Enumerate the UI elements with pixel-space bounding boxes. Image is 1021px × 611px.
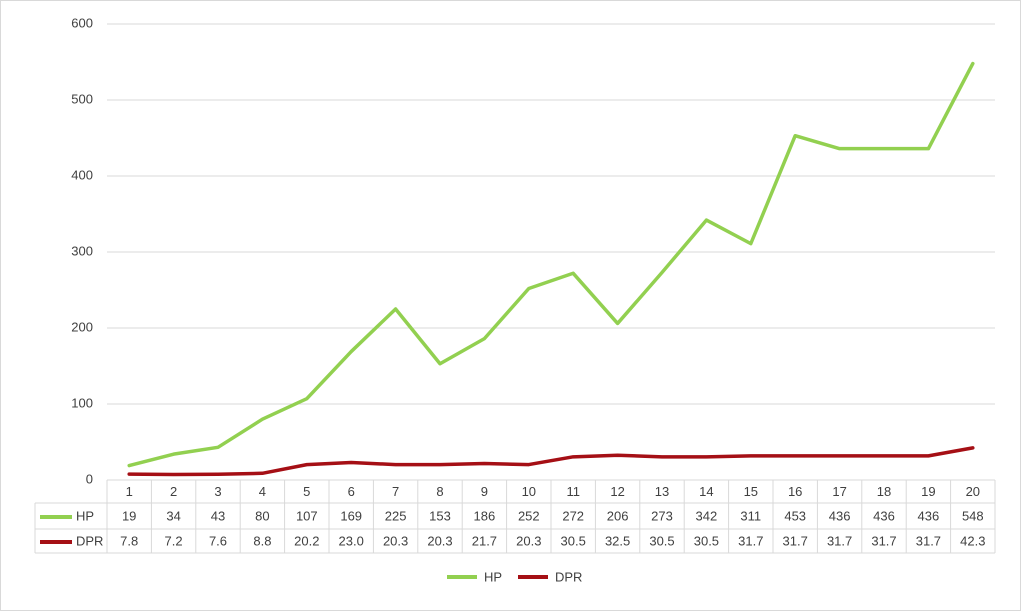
x-tick-label: 16 bbox=[788, 484, 802, 499]
table-value: 436 bbox=[873, 508, 895, 523]
legend-label: HP bbox=[484, 569, 502, 584]
x-tick-label: 6 bbox=[348, 484, 355, 499]
table-value: 23.0 bbox=[339, 533, 364, 548]
x-tick-label: 13 bbox=[655, 484, 669, 499]
legend-label: DPR bbox=[555, 569, 582, 584]
table-value: 19 bbox=[122, 508, 136, 523]
x-tick-label: 18 bbox=[877, 484, 891, 499]
table-value: 272 bbox=[562, 508, 584, 523]
y-tick-label: 100 bbox=[71, 395, 93, 410]
table-value: 31.7 bbox=[738, 533, 763, 548]
x-tick-label: 15 bbox=[744, 484, 758, 499]
table-value: 30.5 bbox=[561, 533, 586, 548]
table-value: 436 bbox=[918, 508, 940, 523]
table-value: 30.5 bbox=[649, 533, 674, 548]
table-value: 273 bbox=[651, 508, 673, 523]
table-value: 31.7 bbox=[827, 533, 852, 548]
table-value: 436 bbox=[829, 508, 851, 523]
y-tick-label: 0 bbox=[86, 471, 93, 486]
table-value: 7.6 bbox=[209, 533, 227, 548]
x-tick-label: 12 bbox=[610, 484, 624, 499]
x-tick-label: 20 bbox=[966, 484, 980, 499]
table-value: 107 bbox=[296, 508, 318, 523]
table-value: 7.8 bbox=[120, 533, 138, 548]
y-tick-label: 200 bbox=[71, 319, 93, 334]
x-tick-label: 9 bbox=[481, 484, 488, 499]
x-tick-label: 10 bbox=[522, 484, 536, 499]
table-value: 42.3 bbox=[960, 533, 985, 548]
x-tick-label: 19 bbox=[921, 484, 935, 499]
y-tick-label: 500 bbox=[71, 91, 93, 106]
x-tick-label: 4 bbox=[259, 484, 266, 499]
table-value: 31.7 bbox=[783, 533, 808, 548]
x-tick-label: 7 bbox=[392, 484, 399, 499]
table-value: 20.3 bbox=[427, 533, 452, 548]
table-value: 20.3 bbox=[383, 533, 408, 548]
x-tick-label: 8 bbox=[436, 484, 443, 499]
y-tick-label: 400 bbox=[71, 167, 93, 182]
table-value: 34 bbox=[166, 508, 180, 523]
line bbox=[127, 61, 975, 468]
table-value: 7.2 bbox=[165, 533, 183, 548]
table-value: 206 bbox=[607, 508, 629, 523]
y-tick-label: 600 bbox=[71, 15, 93, 30]
table-value: 20.2 bbox=[294, 533, 319, 548]
x-tick-label: 5 bbox=[303, 484, 310, 499]
table-value: 21.7 bbox=[472, 533, 497, 548]
table-value: 453 bbox=[784, 508, 806, 523]
table-value: 32.5 bbox=[605, 533, 630, 548]
y-tick-label: 300 bbox=[71, 243, 93, 258]
legend-label: HP bbox=[76, 508, 94, 523]
table-value: 80 bbox=[255, 508, 269, 523]
x-tick-label: 17 bbox=[832, 484, 846, 499]
table-value: 342 bbox=[696, 508, 718, 523]
table-value: 31.7 bbox=[871, 533, 896, 548]
table-value: 311 bbox=[740, 508, 761, 523]
table-value: 43 bbox=[211, 508, 225, 523]
table-value: 252 bbox=[518, 508, 540, 523]
x-tick-label: 2 bbox=[170, 484, 177, 499]
x-tick-label: 11 bbox=[566, 484, 580, 499]
x-tick-label: 3 bbox=[214, 484, 221, 499]
legend-label: DPR bbox=[76, 533, 103, 548]
table-value: 186 bbox=[474, 508, 496, 523]
line bbox=[127, 446, 975, 477]
table-value: 153 bbox=[429, 508, 451, 523]
table-value: 8.8 bbox=[253, 533, 271, 548]
x-tick-label: 14 bbox=[699, 484, 713, 499]
table-value: 30.5 bbox=[694, 533, 719, 548]
table-value: 548 bbox=[962, 508, 984, 523]
table-value: 169 bbox=[340, 508, 362, 523]
table-value: 20.3 bbox=[516, 533, 541, 548]
table-value: 31.7 bbox=[916, 533, 941, 548]
x-tick-label: 1 bbox=[126, 484, 133, 499]
table-value: 225 bbox=[385, 508, 407, 523]
